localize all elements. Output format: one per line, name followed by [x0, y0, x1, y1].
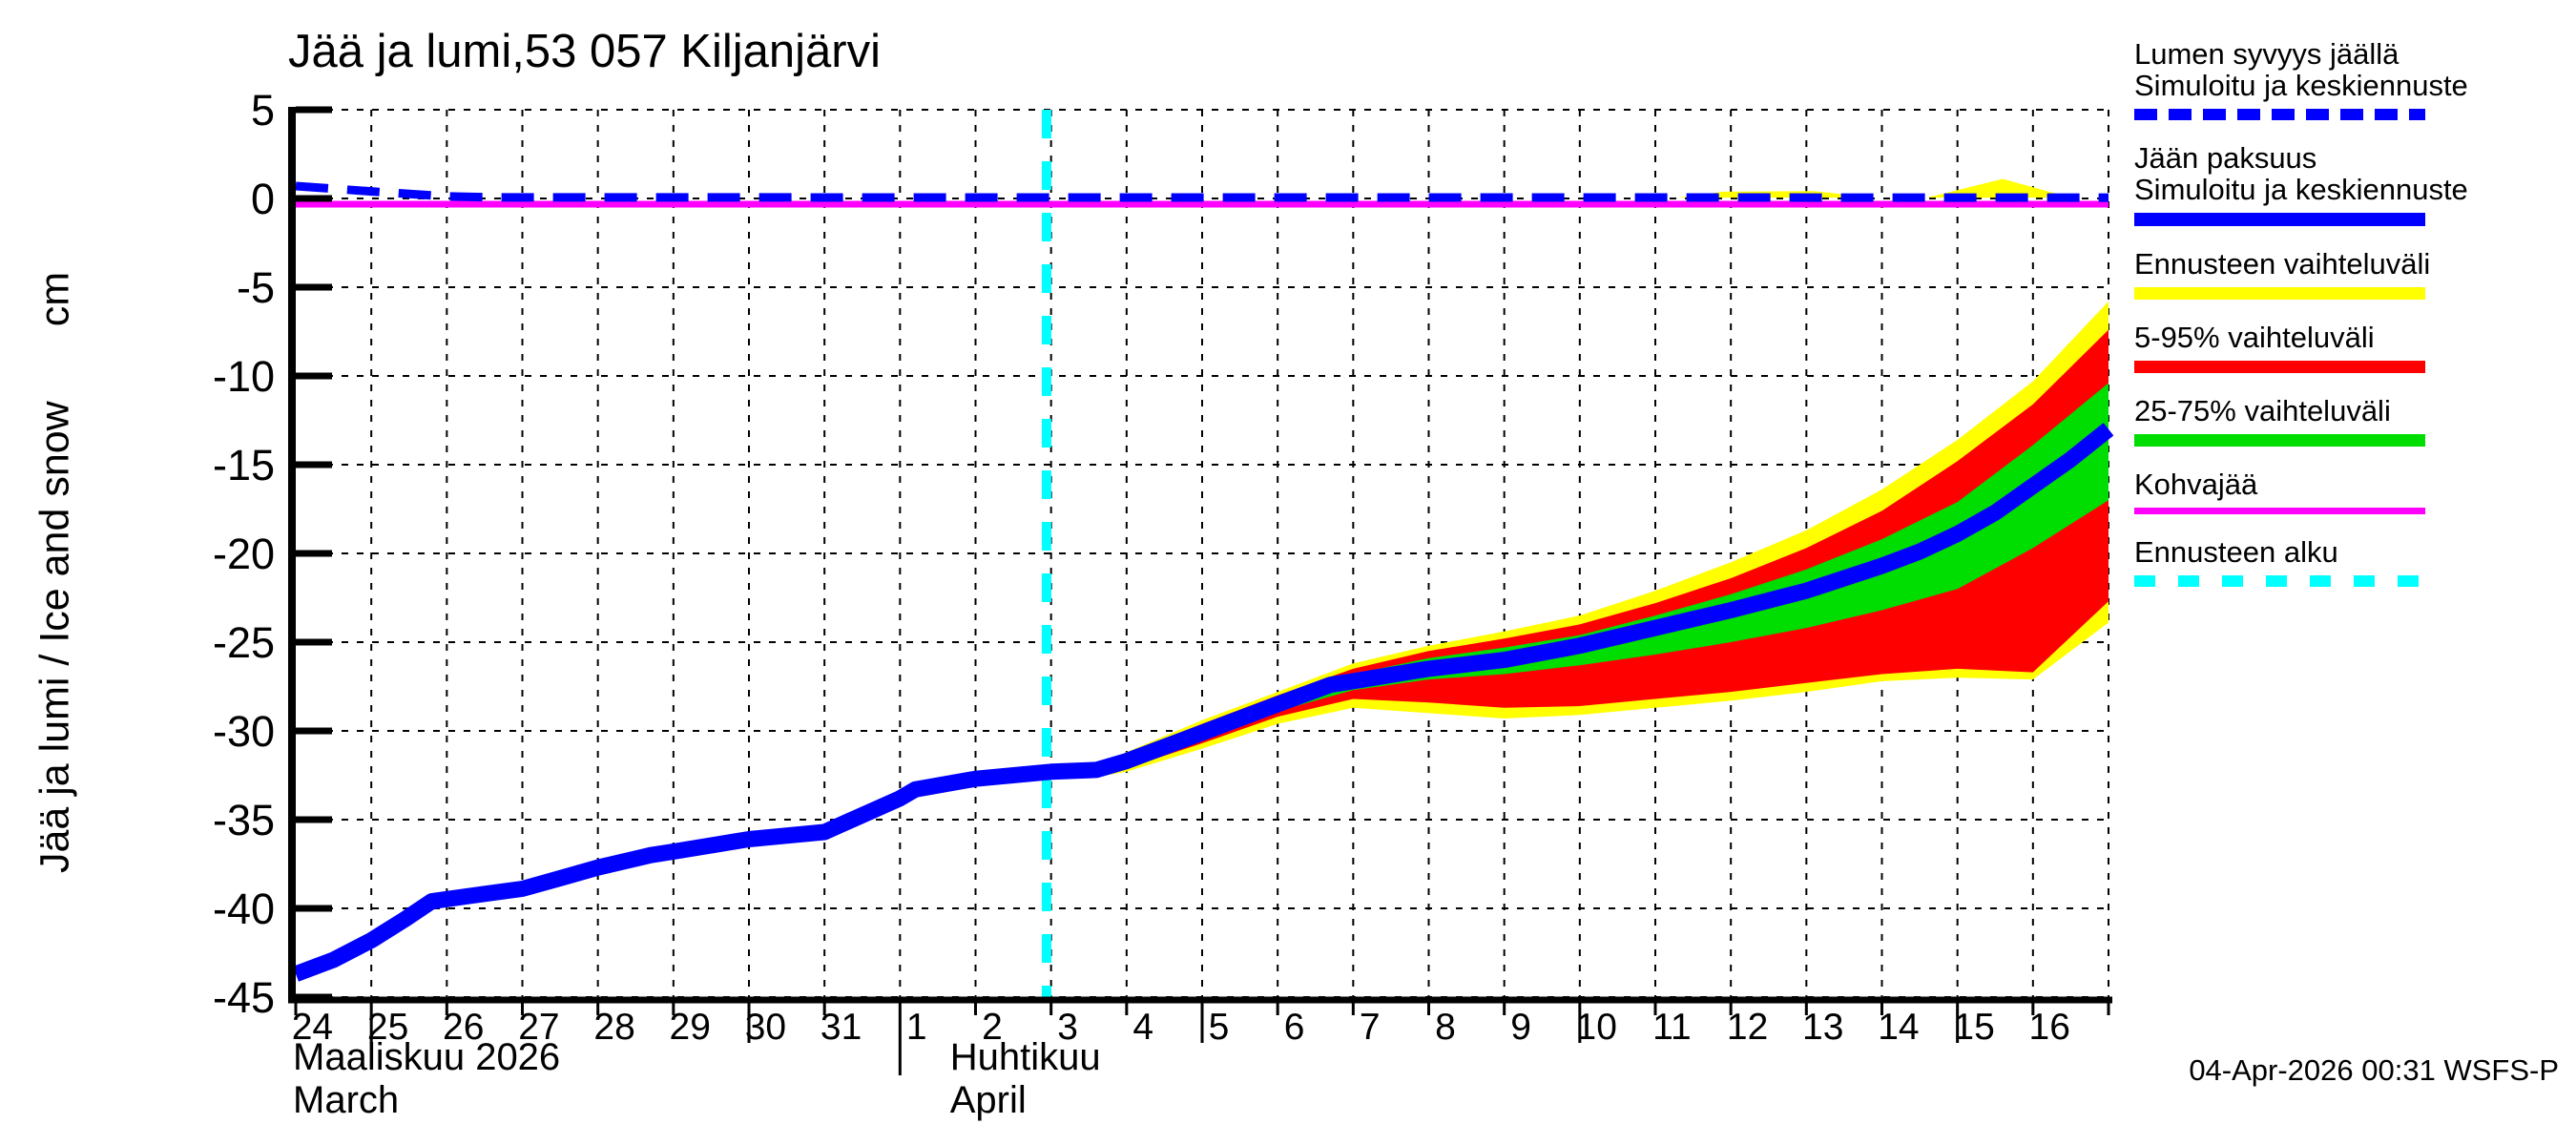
band-5-95: [1046, 329, 2109, 776]
x-day-label: 13: [1802, 1007, 1843, 1048]
x-day-label: 29: [670, 1007, 711, 1048]
legend-item-5: Kohvajää: [2134, 468, 2554, 514]
x-day-label: 11: [1652, 1007, 1692, 1048]
legend-swatch-solid: [2134, 434, 2425, 447]
legend-swatch-solid: [2134, 508, 2425, 514]
x-day-label: 1: [906, 1007, 927, 1048]
legend-label: Simuloitu ja keskiennuste: [2134, 173, 2468, 206]
x-day-label: 3: [1057, 1007, 1078, 1048]
x-day-label: 7: [1360, 1007, 1381, 1048]
x-day-label: 15: [1953, 1007, 1994, 1048]
x-day-label: 24: [292, 1007, 333, 1048]
band-snow-forecast: [1677, 191, 1875, 198]
y-tick-label: 0: [251, 175, 275, 223]
y-tick-label: 5: [251, 86, 275, 135]
x-day-label: 30: [745, 1007, 786, 1048]
legend-item-0: Lumen syvyys jäällä Simuloitu ja keskienn…: [2134, 38, 2554, 120]
legend-label: Ennusteen vaihteluväli: [2134, 247, 2431, 281]
legend-item-1: Jään paksuus Simuloitu ja keskiennuste: [2134, 142, 2554, 226]
x-day-label: 28: [593, 1007, 634, 1048]
x-day-label: 16: [2029, 1007, 2070, 1048]
x-day-label: 5: [1209, 1007, 1230, 1048]
x-day-label: 9: [1510, 1007, 1531, 1048]
y-tick-label: -30: [213, 707, 275, 756]
x-day-label: 31: [821, 1007, 862, 1048]
x-day-label: 25: [367, 1007, 408, 1048]
y-tick-label: -40: [213, 885, 275, 933]
chart-title: Jää ja lumi,53 057 Kiljanjärvi: [288, 26, 881, 77]
legend-label: 25-75% vaihteluväli: [2134, 394, 2391, 427]
snow-depth-line: [295, 181, 2109, 202]
legend-swatch-solid: [2134, 213, 2425, 226]
timestamp-stamp: 04-Apr-2026 00:31 WSFS-P: [2189, 1053, 2559, 1087]
x-day-label: 2: [982, 1007, 1003, 1048]
legend-label: Kohvajää: [2134, 468, 2258, 501]
ice-thickness-line: [293, 423, 2114, 982]
legend-label: Jään paksuus: [2134, 141, 2317, 175]
y-tick-label: -20: [213, 530, 275, 578]
band-25-75: [1046, 383, 2109, 774]
y-tick-label: -35: [213, 796, 275, 844]
legend: Lumen syvyys jäällä Simuloitu ja keskienn…: [2134, 38, 2554, 609]
y-tick-label: -10: [213, 352, 275, 401]
legend-label: Lumen syvyys jäällä: [2134, 37, 2399, 71]
legend-item-2: Ennusteen vaihteluväli: [2134, 248, 2554, 300]
y-tick-label: -25: [213, 618, 275, 667]
month-label-en: April: [949, 1079, 1027, 1121]
legend-label: Simuloitu ja keskiennuste: [2134, 69, 2468, 102]
x-day-label: 27: [518, 1007, 559, 1048]
x-day-label: 14: [1878, 1007, 1919, 1048]
month-label-en: March: [293, 1079, 400, 1121]
x-day-label: 4: [1132, 1007, 1153, 1048]
legend-label: Ennusteen alku: [2134, 535, 2338, 569]
legend-item-4: 25-75% vaihteluväli: [2134, 395, 2554, 447]
x-day-label: 10: [1576, 1007, 1617, 1048]
x-day-label: 8: [1435, 1007, 1456, 1048]
legend-swatch-solid: [2134, 361, 2425, 373]
y-tick-label: -45: [213, 973, 275, 1022]
month-label-fi: Maaliskuu 2026: [293, 1036, 561, 1078]
legend-item-3: 5-95% vaihteluväli: [2134, 322, 2554, 373]
legend-swatch-dashed: [2134, 109, 2425, 120]
y-tick-label: -15: [213, 441, 275, 489]
legend-swatch-solid: [2134, 287, 2425, 300]
legend-swatch-dashed: [2134, 575, 2425, 587]
legend-label: 5-95% vaihteluväli: [2134, 321, 2375, 354]
band-snow-forecast: [1927, 178, 2071, 198]
x-day-label: 12: [1727, 1007, 1768, 1048]
x-day-label: 6: [1284, 1007, 1305, 1048]
month-label-fi: Huhtikuu: [949, 1036, 1101, 1078]
x-day-label: 26: [443, 1007, 484, 1048]
y-tick-label: -5: [237, 263, 275, 312]
legend-item-6: Ennusteen alku: [2134, 536, 2554, 587]
